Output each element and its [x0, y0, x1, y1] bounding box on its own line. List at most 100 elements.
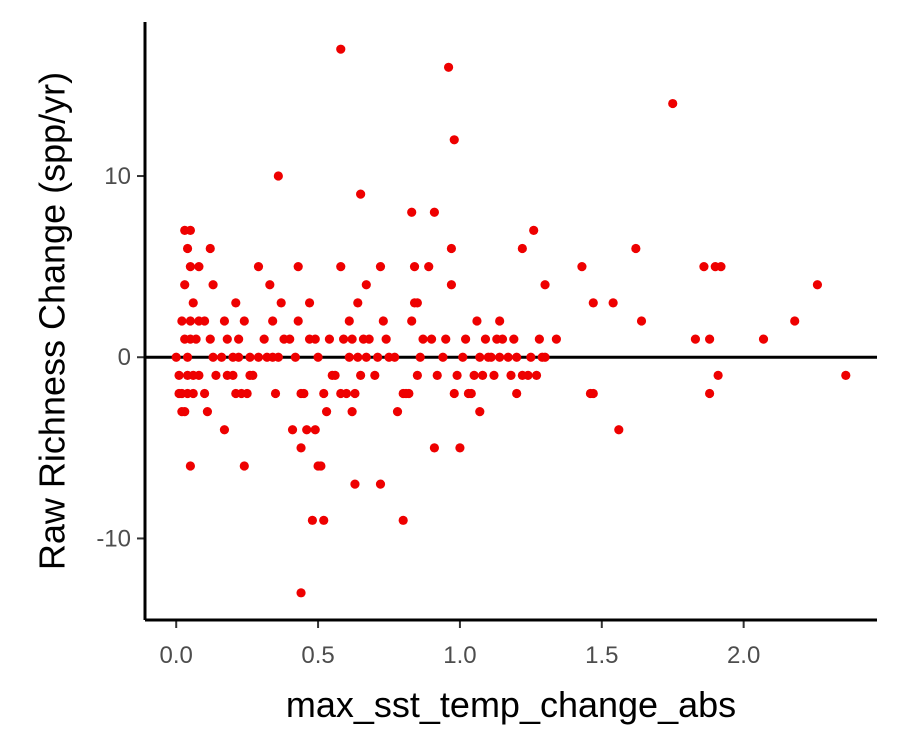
data-point [350, 479, 360, 489]
data-point [268, 316, 278, 326]
x-tick-label: 0.0 [160, 642, 193, 669]
data-point [336, 262, 346, 272]
data-point [540, 352, 550, 362]
data-point [290, 352, 300, 362]
data-point [506, 370, 516, 380]
data-point [458, 352, 468, 362]
data-point [341, 388, 352, 399]
data-point [540, 280, 550, 290]
data-point [208, 280, 218, 290]
data-point [375, 479, 386, 489]
data-point [432, 370, 442, 380]
data-point [409, 262, 420, 272]
data-point [299, 388, 309, 399]
data-point [180, 407, 190, 417]
data-point [449, 135, 459, 145]
data-point [239, 316, 249, 326]
data-point [324, 334, 335, 344]
data-point [350, 388, 360, 399]
data-point [378, 316, 388, 326]
data-point [287, 425, 298, 435]
data-point [310, 425, 320, 435]
data-point [353, 352, 363, 362]
data-point [319, 515, 329, 525]
data-point [446, 243, 457, 254]
data-point [234, 352, 244, 362]
data-point [841, 370, 851, 380]
data-point [293, 316, 303, 326]
data-point [353, 298, 363, 308]
data-point [182, 243, 193, 254]
data-point [452, 370, 462, 380]
data-point [398, 515, 408, 525]
data-point [205, 243, 215, 254]
data-point [495, 316, 505, 326]
data-point [265, 280, 275, 290]
data-point [205, 334, 215, 344]
data-point [392, 407, 403, 417]
data-point [185, 461, 195, 471]
x-axis-title: max_sst_temp_change_abs [286, 684, 736, 725]
data-point [523, 370, 533, 380]
data-point [478, 370, 488, 380]
data-point [347, 334, 357, 344]
data-point [231, 298, 241, 308]
data-point [316, 461, 326, 471]
data-point [219, 425, 230, 435]
data-point [373, 352, 383, 362]
data-point [347, 407, 357, 417]
data-point [364, 334, 374, 344]
data-point [705, 388, 715, 399]
data-point [412, 370, 422, 380]
data-point [404, 388, 414, 399]
data-point [588, 298, 598, 308]
y-axis-title: Raw Richness Change (spp/yr) [32, 72, 73, 570]
data-point [705, 334, 715, 344]
data-point [302, 425, 312, 435]
y-tick-label: 10 [104, 163, 131, 190]
data-point [489, 370, 499, 380]
data-point [529, 225, 539, 235]
data-point [180, 280, 190, 290]
data-point [461, 334, 471, 344]
data-point [503, 352, 513, 362]
data-point [412, 298, 422, 308]
data-point [699, 262, 709, 272]
data-point [330, 370, 340, 380]
data-point [344, 352, 354, 362]
data-point [194, 370, 204, 380]
data-point [270, 388, 281, 399]
data-point [512, 388, 522, 399]
data-point [356, 370, 366, 380]
data-point [194, 262, 204, 272]
data-point [253, 352, 264, 362]
data-point [486, 352, 496, 362]
data-point [475, 407, 485, 417]
data-point [407, 207, 417, 217]
data-point [495, 352, 505, 362]
data-point [438, 352, 448, 362]
data-point [185, 316, 195, 326]
data-point [339, 334, 349, 344]
data-point [228, 370, 238, 380]
data-point [319, 388, 329, 399]
data-point [716, 262, 726, 272]
data-point [614, 425, 624, 435]
data-point [531, 370, 542, 380]
data-point [208, 352, 218, 362]
data-point [790, 316, 800, 326]
data-point [199, 388, 210, 399]
tick-marks [137, 175, 745, 628]
data-point [443, 62, 454, 72]
data-point [381, 334, 391, 344]
data-point [185, 262, 195, 272]
data-point [424, 262, 434, 272]
data-point [202, 407, 213, 417]
data-point [188, 298, 198, 308]
data-point [191, 334, 201, 344]
data-point [441, 334, 451, 344]
x-tick-label: 1.5 [585, 642, 618, 669]
data-point [304, 298, 315, 308]
data-point [668, 98, 678, 109]
data-point [273, 352, 283, 362]
